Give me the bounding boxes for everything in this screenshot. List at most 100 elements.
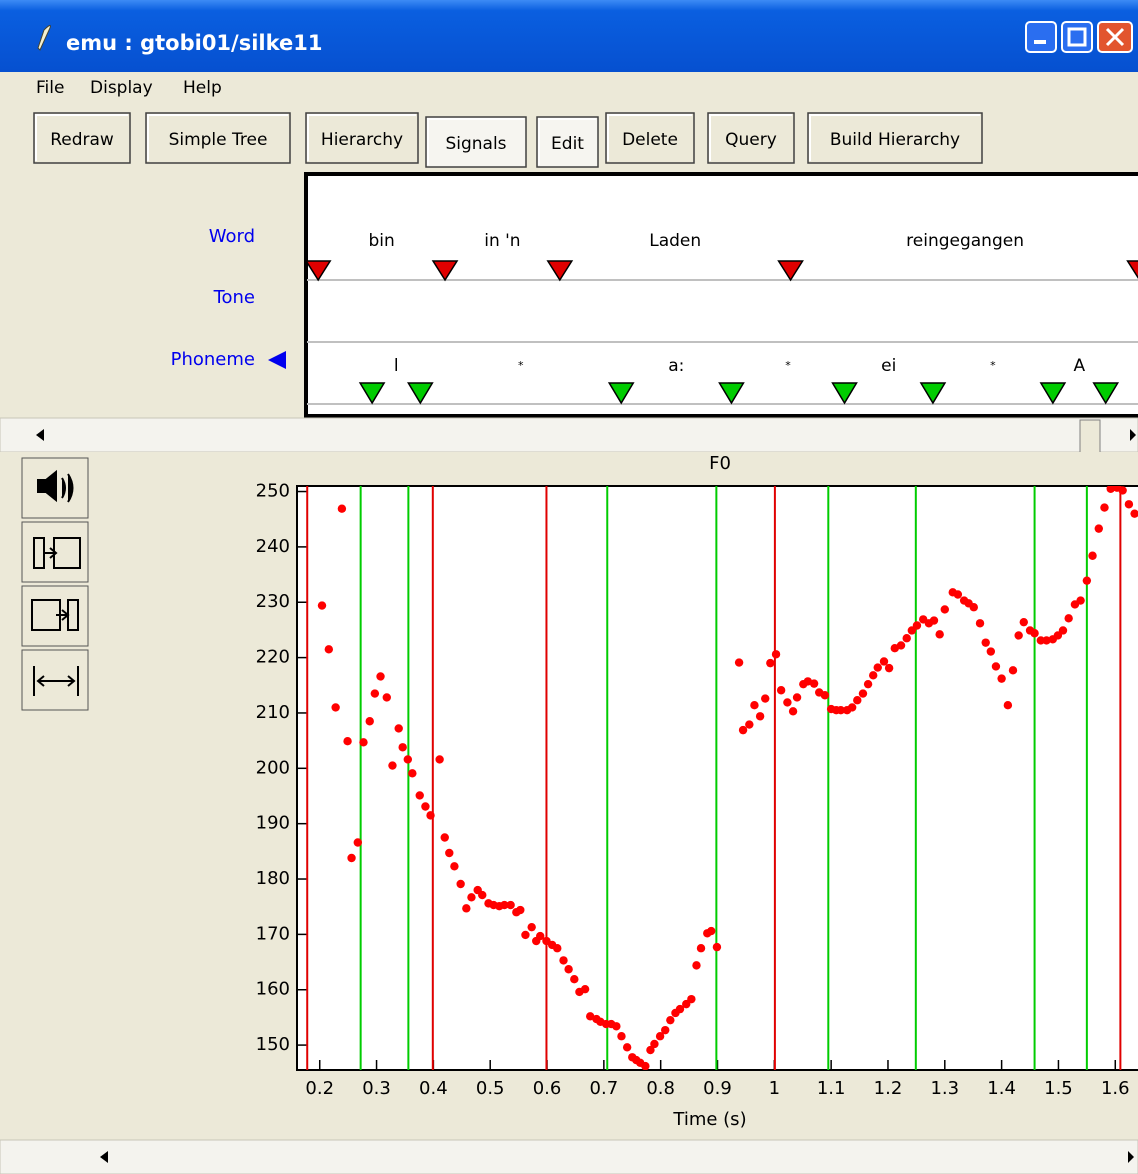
minimize-button[interactable]	[1025, 21, 1057, 53]
f0-point	[750, 701, 759, 710]
f0-point	[975, 619, 985, 628]
phoneme-boundary-marker[interactable]	[919, 382, 947, 405]
tier-label[interactable]: Word	[209, 226, 255, 247]
tier-label[interactable]: Phoneme	[171, 349, 255, 370]
scroll-right-arrow[interactable]	[1128, 1151, 1134, 1163]
scroll-right-arrow[interactable]	[1130, 429, 1136, 441]
word-boundary-marker[interactable]	[546, 260, 574, 282]
app-icon	[37, 24, 51, 51]
x-tick-label: 0.3	[362, 1078, 391, 1099]
f0-point	[1058, 626, 1068, 635]
tier-label[interactable]: Tone	[213, 287, 255, 308]
x-tick-label: 1.1	[817, 1078, 846, 1099]
f0-point	[408, 769, 417, 778]
f0-point	[792, 693, 802, 702]
f0-point	[553, 944, 562, 953]
toolbar-button-label: Build Hierarchy	[830, 130, 960, 150]
f0-point	[1124, 500, 1134, 509]
f0-point	[612, 1022, 621, 1031]
f0-point	[912, 621, 922, 630]
f0-point	[1042, 636, 1051, 645]
f0-point	[324, 645, 334, 654]
word-label[interactable]: reingegangen	[906, 231, 1024, 251]
phoneme-label[interactable]: ei	[881, 356, 896, 376]
button-highlight	[35, 114, 128, 161]
scroll-left-arrow[interactable]	[100, 1151, 108, 1163]
phoneme-label[interactable]: *	[785, 359, 791, 372]
menu-item[interactable]: Display	[90, 78, 153, 98]
f0-point	[1088, 551, 1097, 560]
x-axis-title: Time (s)	[672, 1109, 746, 1130]
phoneme-label[interactable]: A	[1073, 356, 1085, 376]
phoneme-boundary-marker[interactable]	[718, 382, 745, 405]
toolbar-button[interactable]	[425, 116, 527, 168]
word-label[interactable]: in 'n	[484, 231, 520, 251]
maximize-button[interactable]	[1061, 21, 1093, 53]
f0-point	[745, 720, 754, 729]
phoneme-boundary-marker[interactable]	[1092, 382, 1120, 405]
f0-point	[1118, 486, 1127, 495]
button-highlight	[538, 118, 596, 165]
menu-item[interactable]: File	[36, 78, 64, 98]
toolbar-button[interactable]	[33, 112, 131, 164]
f0-point	[687, 994, 696, 1004]
toolbar-button[interactable]	[807, 112, 983, 164]
button-highlight	[809, 114, 980, 161]
y-tick-label: 250	[256, 481, 290, 502]
toolbar-button-label: Simple Tree	[169, 130, 268, 150]
phoneme-label[interactable]: *	[990, 359, 996, 372]
toolbar-button[interactable]	[145, 112, 291, 164]
f0-point	[1100, 503, 1109, 512]
f0-point	[1014, 631, 1023, 640]
f0-point	[696, 944, 706, 953]
f0-point	[902, 634, 911, 643]
phoneme-label[interactable]: a:	[668, 356, 684, 376]
toolbar-button[interactable]	[536, 116, 599, 168]
phoneme-boundary-marker[interactable]	[358, 382, 386, 405]
f0-point	[536, 931, 545, 941]
y-tick-label: 200	[256, 757, 290, 778]
phoneme-boundary-marker[interactable]	[607, 382, 635, 405]
word-boundary-marker[interactable]	[306, 260, 332, 282]
scrollbar[interactable]	[0, 1139, 1138, 1174]
word-label[interactable]: bin	[368, 231, 394, 251]
word-label[interactable]: Laden	[649, 231, 701, 251]
f0-point	[776, 686, 786, 695]
f0-point	[347, 853, 356, 863]
y-tick-label: 220	[256, 647, 290, 668]
toolbar-button[interactable]	[305, 112, 419, 164]
word-boundary-marker[interactable]	[431, 260, 459, 282]
word-boundary-marker[interactable]	[1126, 260, 1138, 280]
button-highlight	[307, 114, 416, 161]
phoneme-label[interactable]: l	[394, 356, 399, 376]
menu-item[interactable]: Help	[183, 78, 222, 98]
f0-point	[317, 601, 327, 610]
f0-point	[692, 961, 701, 970]
f0-point	[738, 725, 748, 735]
toolbar-button-label: Delete	[622, 130, 678, 150]
phoneme-boundary-marker[interactable]	[407, 382, 434, 405]
f0-point	[388, 761, 397, 770]
x-tick-label: 1	[769, 1078, 780, 1099]
phoneme-boundary-marker[interactable]	[1039, 382, 1067, 405]
scrollbar[interactable]	[0, 417, 1138, 453]
y-tick-label: 230	[256, 591, 290, 612]
word-boundary-marker[interactable]	[777, 260, 804, 282]
toolbar-button-label: Query	[725, 130, 777, 150]
f0-point	[853, 696, 862, 705]
f0-point	[868, 671, 878, 680]
x-tick-label: 0.7	[590, 1078, 619, 1099]
phoneme-boundary-marker[interactable]	[831, 382, 858, 405]
phoneme-label[interactable]: *	[518, 359, 524, 372]
x-tick-label: 0.8	[646, 1078, 675, 1099]
scroll-left-arrow[interactable]	[36, 429, 44, 441]
toolbar-button[interactable]	[707, 112, 795, 164]
f0-point	[666, 1015, 675, 1025]
f0-point	[981, 638, 990, 647]
zoom-all-icon	[33, 666, 79, 696]
f0-point	[734, 658, 744, 667]
f0-point	[820, 691, 830, 700]
toolbar-button[interactable]	[605, 112, 695, 164]
f0-point	[1082, 576, 1092, 585]
